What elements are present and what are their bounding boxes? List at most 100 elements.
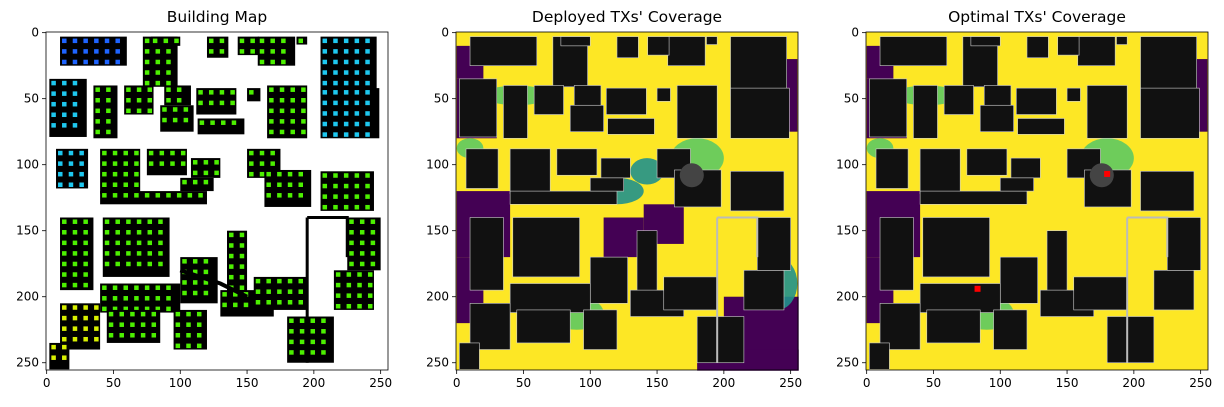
x-tick-label: 0 [453,376,461,390]
candidate-point [203,179,209,185]
candidate-point [186,322,191,327]
candidate-point [343,90,349,95]
candidate-point [158,230,163,235]
candidate-point [322,49,328,54]
candidate-point [62,91,67,96]
candidate-point [269,119,274,124]
building-block [979,104,1014,132]
candidate-point [72,38,78,44]
candidate-point [102,150,107,156]
candidate-point [365,194,370,199]
candidate-point [255,300,261,305]
candidate-point [255,278,261,284]
building-block [983,85,1012,106]
candidate-point [172,107,178,112]
candidate-point [301,129,306,135]
candidate-point [148,150,154,156]
candidate-point [354,204,360,210]
candidate-point [310,350,316,355]
candidate-point [147,261,153,267]
building-block [556,148,598,176]
candidate-point [343,80,349,86]
candidate-point [187,193,193,198]
candidate-point [126,230,131,235]
candidate-point [208,90,214,95]
candidate-point [343,121,349,127]
candidate-point [72,282,78,288]
building-block [879,217,914,291]
candidate-point [354,90,360,95]
candidate-point [208,38,214,44]
candidate-point [321,329,326,334]
candidate-point [346,293,352,298]
candidate-point [183,117,189,123]
candidate-point [359,219,365,224]
candidate-point [83,261,88,267]
building-block [459,78,498,138]
candidate-point [147,87,153,92]
y-tick-label: 50 [844,92,859,106]
candidate-point [333,111,338,116]
candidate-point [192,259,198,264]
candidate-point [115,38,120,44]
candidate-point [147,230,153,235]
candidate-point [172,117,178,123]
building-block [469,36,538,66]
candidate-point [51,101,56,107]
candidate-point [310,329,316,334]
candidate-point [112,150,118,156]
candidate-point [239,38,245,44]
candidate-point [298,300,303,305]
candidate-point [259,49,265,54]
candidate-point [102,306,107,312]
candidate-point [123,150,128,156]
candidate-point [259,59,265,65]
candidate-point [290,129,295,135]
candidate-point [72,112,78,118]
candidate-point [134,182,139,187]
candidate-point [159,161,165,166]
candidate-point [123,285,128,290]
candidate-point [250,49,255,54]
candidate-point [115,230,120,235]
candidate-point [249,171,254,177]
candidate-point [175,311,181,317]
building-block [1026,36,1049,59]
candidate-point [243,302,249,308]
candidate-point [192,170,198,176]
building-block [320,88,380,139]
candidate-point [182,280,187,285]
candidate-point [203,160,209,165]
candidate-point [95,97,100,103]
candidate-point [333,204,338,210]
candidate-point [203,170,209,176]
candidate-point [123,193,128,198]
building-block [503,85,528,139]
candidate-point [198,100,203,106]
candidate-point [343,132,349,137]
candidate-point [166,59,171,65]
candidate-point [333,132,338,137]
candidate-point [62,305,67,310]
candidate-point [343,49,349,54]
candidate-point [62,230,67,235]
candidate-point [333,194,338,199]
candidate-point [370,230,376,235]
candidate-point [365,90,370,95]
building-block [1077,36,1116,66]
candidate-point [155,296,161,301]
candidate-point [166,87,171,92]
y-tick-label: 0 [441,26,449,40]
candidate-point [62,240,67,246]
building-block [583,309,618,350]
building-block [616,36,639,59]
building-block [465,148,499,189]
candidate-point [367,282,373,288]
candidate-point [51,344,56,350]
candidate-point [367,303,373,309]
candidate-point [106,119,111,124]
building-block [966,148,1008,176]
candidate-point [199,120,205,125]
candidate-point [144,59,150,65]
candidate-point [62,355,67,360]
